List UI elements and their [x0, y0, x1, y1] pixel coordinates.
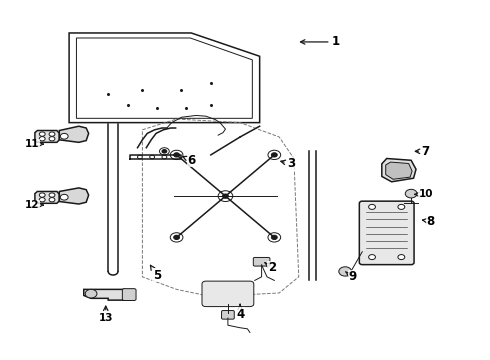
Text: 2: 2 [265, 261, 276, 274]
Circle shape [162, 155, 167, 159]
Polygon shape [59, 188, 89, 204]
Circle shape [162, 149, 167, 153]
Circle shape [222, 194, 228, 198]
Circle shape [150, 155, 155, 159]
Text: 4: 4 [236, 305, 244, 321]
Text: 8: 8 [422, 215, 435, 228]
Circle shape [49, 132, 55, 136]
Polygon shape [35, 192, 59, 203]
Circle shape [339, 267, 351, 276]
Circle shape [39, 198, 45, 202]
Text: 7: 7 [416, 145, 430, 158]
FancyBboxPatch shape [221, 311, 234, 319]
Circle shape [398, 204, 405, 210]
Text: 3: 3 [281, 157, 295, 170]
Circle shape [405, 189, 417, 198]
Text: 10: 10 [415, 189, 433, 199]
Circle shape [173, 235, 179, 239]
Circle shape [268, 233, 281, 242]
Text: 12: 12 [25, 200, 43, 210]
Text: 11: 11 [25, 139, 43, 149]
Circle shape [173, 153, 179, 157]
FancyBboxPatch shape [253, 257, 270, 266]
Circle shape [271, 235, 277, 239]
Circle shape [60, 194, 68, 200]
Circle shape [368, 204, 375, 210]
Circle shape [49, 193, 55, 197]
Circle shape [368, 255, 375, 260]
Circle shape [170, 150, 183, 159]
Circle shape [85, 289, 97, 298]
Circle shape [39, 132, 45, 136]
Circle shape [39, 193, 45, 197]
Text: 5: 5 [150, 265, 161, 282]
FancyBboxPatch shape [202, 281, 254, 307]
Polygon shape [386, 162, 412, 179]
Text: 13: 13 [98, 306, 113, 323]
Circle shape [271, 153, 277, 157]
Polygon shape [84, 289, 133, 300]
Circle shape [268, 150, 281, 159]
Circle shape [172, 155, 176, 159]
Text: 6: 6 [183, 154, 196, 167]
Polygon shape [35, 131, 59, 142]
Polygon shape [59, 126, 89, 142]
Text: 1: 1 [300, 35, 340, 49]
FancyBboxPatch shape [359, 201, 414, 265]
Circle shape [159, 148, 169, 155]
Circle shape [170, 233, 183, 242]
Circle shape [138, 155, 143, 159]
Circle shape [60, 134, 68, 139]
Text: 9: 9 [345, 270, 357, 283]
Circle shape [39, 136, 45, 141]
Polygon shape [382, 158, 416, 182]
Circle shape [398, 255, 405, 260]
Circle shape [218, 191, 233, 202]
Circle shape [49, 136, 55, 141]
Circle shape [49, 198, 55, 202]
FancyBboxPatch shape [122, 289, 136, 301]
